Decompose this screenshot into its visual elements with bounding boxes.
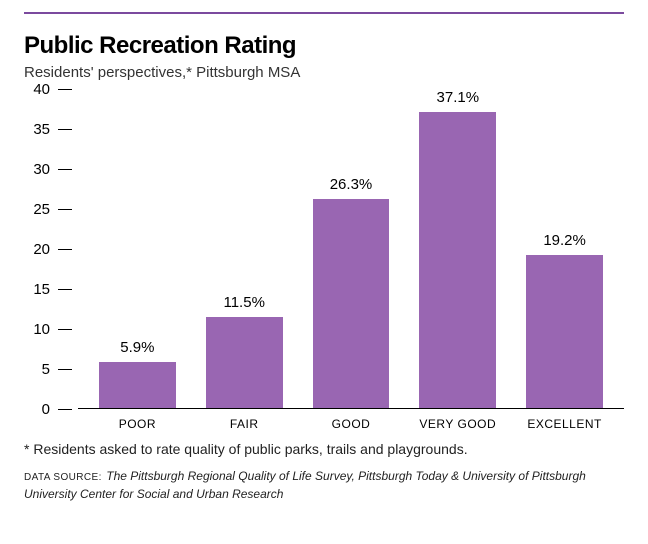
chart-title: Public Recreation Rating (24, 32, 624, 60)
bar-slot: 11.5% (191, 89, 298, 409)
bar-value-label: 5.9% (84, 339, 191, 356)
y-tick-mark (58, 249, 72, 250)
bar-value-label: 26.3% (298, 176, 405, 193)
source-label: DATA SOURCE: (24, 472, 102, 483)
x-axis-label: EXCELLENT (511, 417, 618, 431)
y-tick-label: 40 (28, 81, 50, 98)
y-tick-label: 15 (28, 281, 50, 298)
top-rule (24, 12, 624, 14)
y-tick-mark (58, 409, 72, 410)
x-axis-labels: POORFAIRGOODVERY GOODEXCELLENT (78, 409, 624, 431)
bar (99, 362, 176, 409)
y-tick-label: 5 (28, 361, 50, 378)
bar-slot: 26.3% (298, 89, 405, 409)
y-tick-label: 35 (28, 121, 50, 138)
y-tick-label: 10 (28, 321, 50, 338)
y-tick-mark (58, 169, 72, 170)
bar-slot: 37.1% (404, 89, 511, 409)
x-axis-label: VERY GOOD (404, 417, 511, 431)
bar-value-label: 37.1% (404, 89, 511, 106)
source-text: The Pittsburgh Regional Quality of Life … (24, 469, 586, 501)
y-tick-label: 25 (28, 201, 50, 218)
y-tick-label: 30 (28, 161, 50, 178)
bar-slot: 5.9% (84, 89, 191, 409)
y-tick-label: 20 (28, 241, 50, 258)
y-tick-mark (58, 329, 72, 330)
bar (419, 112, 496, 409)
y-tick-mark (58, 209, 72, 210)
chart-container: Public Recreation Rating Residents' pers… (0, 0, 648, 515)
bar (526, 255, 603, 409)
y-tick-mark (58, 89, 72, 90)
x-axis-label: FAIR (191, 417, 298, 431)
x-axis-label: POOR (84, 417, 191, 431)
y-tick-mark (58, 129, 72, 130)
bar-slot: 19.2% (511, 89, 618, 409)
bar (313, 199, 390, 409)
x-axis-label: GOOD (298, 417, 405, 431)
y-tick-mark (58, 289, 72, 290)
bar-value-label: 11.5% (191, 294, 298, 311)
bar-value-label: 19.2% (511, 232, 618, 249)
plot-area: 5.9% 11.5% 26.3% 37.1% 19.2% (78, 89, 624, 409)
bar (206, 317, 283, 409)
y-tick-label: 0 (28, 401, 50, 418)
chart-area: 0510152025303540 5.9%11.5%26.3%37.1%19.2… (24, 89, 624, 409)
footnote: * Residents asked to rate quality of pub… (24, 441, 624, 457)
bars-group: 5.9% 11.5% 26.3% 37.1% 19.2% (78, 89, 624, 409)
chart-subtitle: Residents' perspectives,* Pittsburgh MSA (24, 64, 624, 81)
y-tick-mark (58, 369, 72, 370)
data-source: DATA SOURCE: The Pittsburgh Regional Qua… (24, 467, 624, 503)
x-axis-line (78, 408, 624, 409)
y-axis: 0510152025303540 (24, 89, 72, 409)
